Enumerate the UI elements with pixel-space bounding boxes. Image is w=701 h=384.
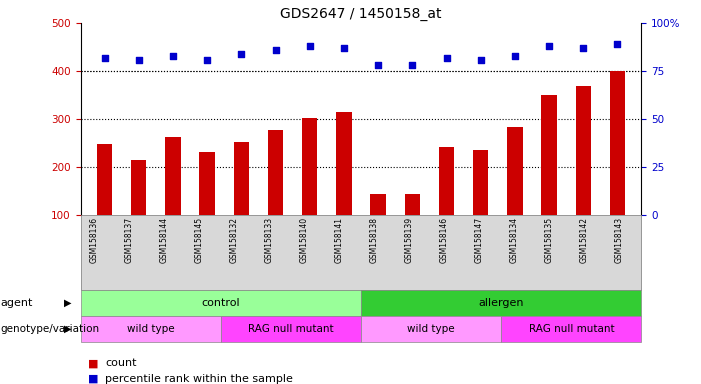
Bar xyxy=(473,150,489,215)
Text: GSM158142: GSM158142 xyxy=(580,217,589,263)
Bar xyxy=(508,127,522,215)
Text: ■: ■ xyxy=(88,358,98,368)
Bar xyxy=(336,112,352,215)
Text: GSM158136: GSM158136 xyxy=(89,217,98,263)
Point xyxy=(510,53,521,59)
Point xyxy=(133,56,144,63)
Text: GSM158132: GSM158132 xyxy=(229,217,238,263)
Text: GSM158146: GSM158146 xyxy=(440,217,449,263)
Bar xyxy=(302,118,318,215)
Point xyxy=(168,53,179,59)
Text: GSM158144: GSM158144 xyxy=(159,217,168,263)
Point xyxy=(339,45,350,51)
Bar xyxy=(610,71,625,215)
Text: GSM158141: GSM158141 xyxy=(334,217,343,263)
Point xyxy=(612,41,623,47)
Text: control: control xyxy=(201,298,240,308)
Point xyxy=(372,62,383,68)
Point xyxy=(407,62,418,68)
Text: allergen: allergen xyxy=(479,298,524,308)
Text: GSM158139: GSM158139 xyxy=(404,217,414,263)
Text: GSM158133: GSM158133 xyxy=(264,217,273,263)
Text: GSM158140: GSM158140 xyxy=(299,217,308,263)
Bar xyxy=(97,144,112,215)
Text: GSM158137: GSM158137 xyxy=(124,217,133,263)
Text: GSM158138: GSM158138 xyxy=(369,217,379,263)
Text: GSM158135: GSM158135 xyxy=(545,217,554,263)
Point xyxy=(99,55,110,61)
Point xyxy=(441,55,452,61)
Bar xyxy=(200,152,215,215)
Point xyxy=(475,56,486,63)
Text: ▶: ▶ xyxy=(64,324,72,334)
Text: ■: ■ xyxy=(88,374,98,384)
Text: RAG null mutant: RAG null mutant xyxy=(248,324,334,334)
Bar xyxy=(404,194,420,215)
Text: GSM158134: GSM158134 xyxy=(510,217,519,263)
Text: genotype/variation: genotype/variation xyxy=(0,324,99,334)
Bar xyxy=(541,95,557,215)
Bar xyxy=(268,130,283,215)
Text: percentile rank within the sample: percentile rank within the sample xyxy=(105,374,293,384)
Bar xyxy=(233,142,249,215)
Bar xyxy=(439,147,454,215)
Point xyxy=(201,56,212,63)
Text: GSM158145: GSM158145 xyxy=(194,217,203,263)
Title: GDS2647 / 1450158_at: GDS2647 / 1450158_at xyxy=(280,7,442,21)
Text: wild type: wild type xyxy=(407,324,455,334)
Point xyxy=(304,43,315,49)
Point xyxy=(543,43,554,49)
Text: agent: agent xyxy=(0,298,32,308)
Bar xyxy=(131,160,147,215)
Text: GSM158143: GSM158143 xyxy=(615,217,624,263)
Point xyxy=(270,47,281,53)
Text: count: count xyxy=(105,358,137,368)
Bar xyxy=(165,137,181,215)
Point xyxy=(578,45,589,51)
Text: RAG null mutant: RAG null mutant xyxy=(529,324,614,334)
Text: GSM158147: GSM158147 xyxy=(475,217,484,263)
Bar xyxy=(370,194,386,215)
Text: wild type: wild type xyxy=(127,324,175,334)
Point xyxy=(236,51,247,57)
Bar xyxy=(576,86,591,215)
Text: ▶: ▶ xyxy=(64,298,72,308)
